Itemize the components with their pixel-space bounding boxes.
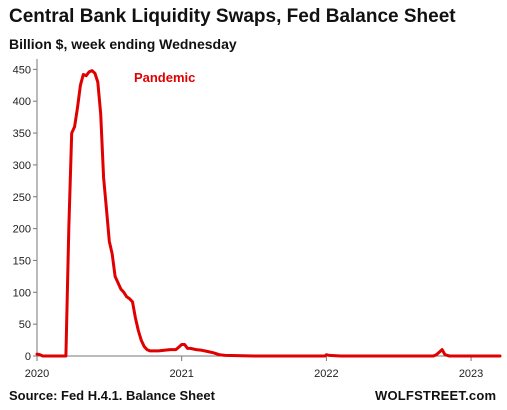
brand-label: WOLFSTREET.com (375, 388, 497, 403)
annotation-label: Pandemic (134, 70, 195, 85)
y-tick-label: 400 (13, 96, 31, 108)
source-note: Source: Fed H.4.1. Balance Sheet (9, 388, 215, 403)
y-tick-label: 200 (13, 224, 31, 236)
y-tick-label: 450 (13, 64, 31, 76)
x-tick-label: 2022 (314, 368, 338, 380)
chart-subtitle: Billion $, week ending Wednesday (9, 36, 237, 52)
y-tick-label: 300 (13, 160, 31, 172)
y-tick-label: 250 (13, 192, 31, 204)
x-tick-label: 2020 (25, 368, 49, 380)
x-tick-label: 2023 (459, 368, 483, 380)
annotations: Pandemic (134, 70, 195, 85)
x-axis: 2020 2021 2022 2023 (25, 355, 500, 380)
y-tick-label: 150 (13, 255, 31, 267)
x-tick-label: 2021 (169, 368, 193, 380)
chart-title: Central Bank Liquidity Swaps, Fed Balanc… (9, 6, 456, 27)
y-tick-label: 350 (13, 128, 31, 140)
y-tick-label: 50 (19, 319, 31, 331)
y-tick-label: 0 (25, 351, 31, 363)
y-tick-label: 100 (13, 287, 31, 299)
plot-area (35, 69, 502, 358)
series-line (35, 69, 502, 358)
y-axis: 0 50 100 150 200 250 300 350 400 450 (13, 59, 38, 363)
